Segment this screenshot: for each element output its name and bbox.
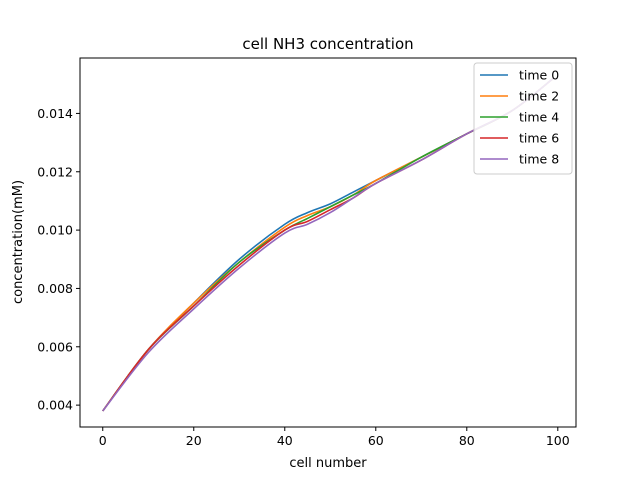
x-tick-label-2: 40 (277, 433, 293, 448)
legend-label-2: time 4 (519, 110, 559, 125)
y-tick-label-4: 0.012 (37, 164, 73, 179)
x-tick-label-5: 100 (546, 433, 570, 448)
y-tick-label-3: 0.010 (37, 223, 73, 238)
legend: time 0 time 2 time 4 time 6 time 8 (473, 62, 573, 175)
series-line-4 (102, 77, 554, 412)
legend-label-0: time 0 (519, 68, 559, 83)
y-tick-label-2: 0.008 (37, 281, 73, 296)
plot-frame (79, 57, 577, 428)
x-axis-ticks: 0 20 40 60 80 100 (99, 427, 570, 448)
legend-label-3: time 6 (519, 131, 559, 146)
y-tick-label-5: 0.014 (37, 106, 73, 121)
series-layer (102, 77, 554, 412)
y-axis-ticks: 0.004 0.006 0.008 0.010 0.012 0.014 (37, 106, 80, 413)
chart-title: cell NH3 concentration (242, 35, 413, 53)
x-tick-label-1: 20 (186, 433, 202, 448)
x-axis-label: cell number (289, 456, 367, 471)
y-tick-label-1: 0.006 (37, 339, 73, 354)
x-tick-label-4: 80 (459, 433, 475, 448)
legend-label-1: time 2 (519, 89, 559, 104)
legend-label-4: time 8 (519, 152, 559, 167)
y-axis-label: concentration(mM) (11, 180, 26, 304)
legend-box (473, 62, 573, 175)
x-tick-label-3: 60 (368, 433, 384, 448)
x-tick-label-0: 0 (99, 433, 107, 448)
y-tick-label-0: 0.004 (37, 398, 73, 413)
